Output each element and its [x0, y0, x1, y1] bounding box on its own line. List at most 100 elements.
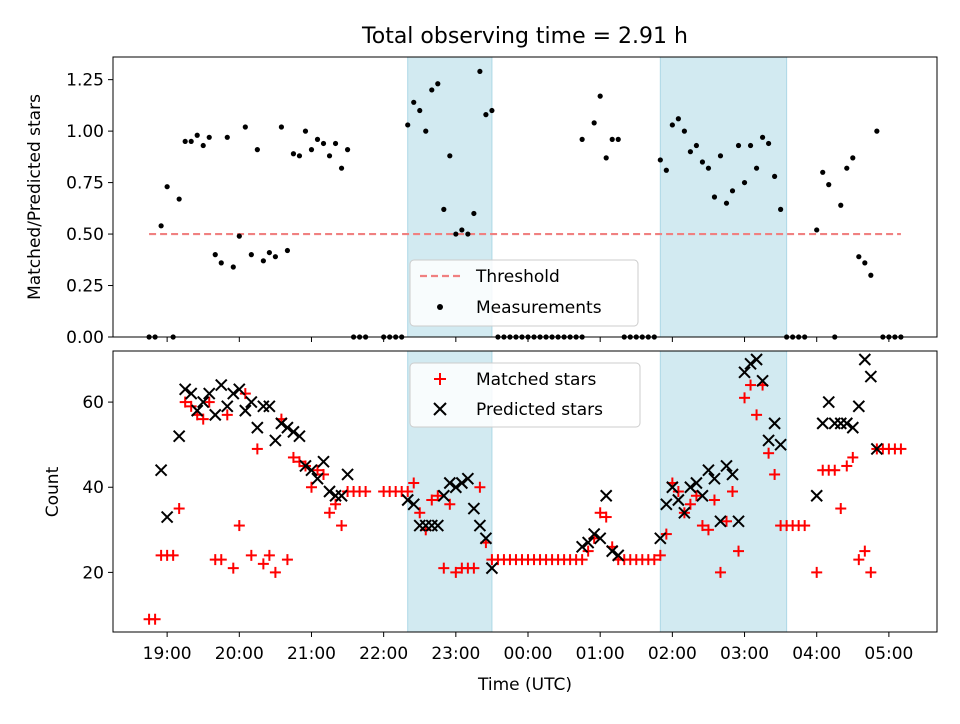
- predicted-star-point: [840, 417, 853, 430]
- matched-star-point: [185, 400, 197, 412]
- measurement-point: [675, 116, 681, 122]
- matched-star-point: [714, 566, 726, 578]
- predicted-star-point: [449, 481, 463, 494]
- matched-star-point: [769, 468, 781, 480]
- matched-star-point: [149, 613, 161, 625]
- matched-star-point: [853, 554, 865, 566]
- predicted-star-d2: [726, 468, 739, 481]
- measurement-point: [663, 167, 669, 173]
- bottom-legend: Matched stars Predicted stars: [409, 362, 641, 428]
- measurement-point: [332, 140, 339, 147]
- predicted-star-point: [437, 489, 451, 502]
- predicted-star-point: [816, 417, 829, 430]
- matched-star-point: [720, 515, 732, 527]
- predicted-star-d2: [750, 353, 763, 366]
- x-tick-label: 01:00: [576, 644, 625, 664]
- predicted-star-point: [666, 481, 679, 494]
- measurement-point: [705, 165, 712, 171]
- measurement-point: [591, 120, 597, 126]
- predicted-star-d2: [293, 429, 306, 443]
- legend-matched-label: Matched stars: [476, 370, 596, 390]
- measurement-point: [477, 68, 483, 75]
- matched-star-point: [594, 507, 606, 519]
- matched-star-point: [324, 507, 336, 519]
- matched-star-point: [450, 566, 462, 578]
- bottom-y-axis-label: Count: [43, 466, 63, 517]
- predicted-star-point: [581, 536, 595, 549]
- predicted-star-d2: [467, 502, 481, 515]
- measurement-point: [717, 153, 724, 159]
- predicted-star-d2: [281, 421, 294, 434]
- x-tick-label: 21:00: [287, 644, 336, 664]
- predicted-star-d2: [485, 561, 499, 575]
- predicted-star-point: [870, 442, 884, 456]
- predicted-star-point: [672, 493, 685, 507]
- matched-star-point: [811, 566, 823, 578]
- measurement-point: [441, 206, 447, 212]
- measurement-point: [759, 134, 766, 140]
- predicted-star-point: [215, 378, 228, 392]
- measurement-point: [248, 252, 254, 258]
- predicted-star-d2: [846, 421, 860, 434]
- measurement-point: [393, 334, 399, 340]
- predicted-star-point: [774, 438, 787, 451]
- predicted-star-d2: [858, 353, 872, 366]
- measurement-point: [639, 334, 645, 340]
- predicted-star-point: [401, 493, 414, 507]
- measurement-point: [429, 87, 435, 93]
- predicted-star-d2: [732, 515, 745, 528]
- predicted-star-point: [184, 387, 198, 400]
- matched-star-point: [600, 511, 612, 523]
- predicted-star-d2: [227, 387, 240, 400]
- bottom-axes-frame: [112, 350, 938, 633]
- predicted-star-point: [768, 417, 781, 430]
- predicted-star-point: [172, 429, 186, 443]
- matched-star-point: [708, 494, 720, 506]
- measurement-point: [230, 264, 236, 270]
- predicted-star-point: [714, 515, 727, 528]
- measurement-point: [501, 334, 507, 340]
- predicted-star-point: [756, 374, 769, 388]
- predicted-star-d2: [233, 383, 246, 396]
- measurement-point: [747, 142, 754, 149]
- predicted-star-d2: [708, 472, 721, 485]
- legend-matched-swatch: [434, 373, 446, 385]
- measurement-point: [146, 334, 152, 340]
- predicted-star-d2: [720, 459, 733, 473]
- predicted-star-point: [696, 489, 709, 502]
- predicted-star-point: [846, 421, 860, 434]
- predicted-star-point: [160, 510, 174, 524]
- measurement-point: [567, 334, 573, 340]
- predicted-star-point: [275, 417, 288, 430]
- measurement-point: [844, 165, 850, 171]
- matched-star-point: [576, 554, 588, 566]
- measurement-point: [194, 132, 200, 138]
- measurement-point: [711, 194, 718, 200]
- top-legend: Threshold Measurements: [409, 259, 639, 327]
- predicted-star-point: [654, 532, 667, 545]
- measurement-point: [212, 252, 218, 258]
- measurement-point: [892, 334, 898, 340]
- matched-star-point: [360, 486, 372, 497]
- matched-star-point: [233, 520, 245, 532]
- predicted-star-point: [227, 387, 240, 400]
- predicted-star-d2: [239, 404, 252, 417]
- measurement-point: [741, 179, 748, 186]
- predicted-star-point: [479, 532, 493, 545]
- measurement-point: [856, 254, 862, 260]
- predicted-star-d2: [612, 549, 625, 562]
- measurement-point: [603, 155, 609, 161]
- measurement-point: [820, 169, 826, 175]
- matched-star-point: [203, 396, 215, 408]
- predicted-star-d2: [599, 489, 613, 502]
- predicted-star-point: [178, 383, 192, 396]
- measurement-point: [537, 334, 543, 340]
- predicted-star-d2: [275, 417, 288, 430]
- predicted-star-point: [341, 468, 354, 481]
- predicted-star-point: [305, 464, 318, 477]
- predicted-star-point: [575, 540, 589, 554]
- measurement-point: [278, 124, 285, 130]
- predicted-star-point: [317, 455, 330, 468]
- predicted-star-d2: [690, 476, 703, 490]
- legend-threshold-label: Threshold: [475, 267, 560, 287]
